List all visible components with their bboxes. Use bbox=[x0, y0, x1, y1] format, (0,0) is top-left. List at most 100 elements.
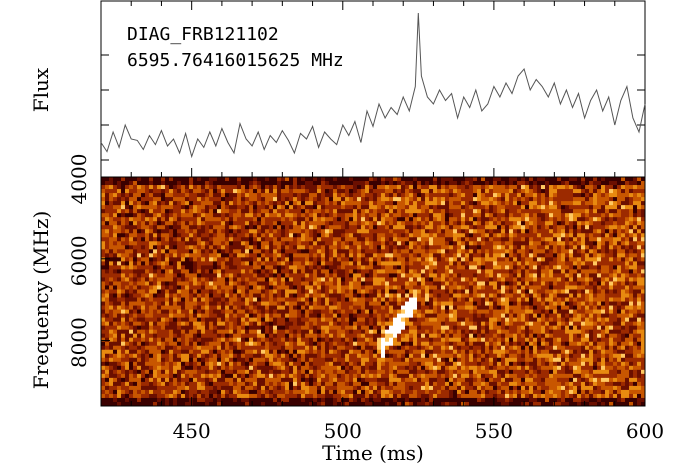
heatmap-cell bbox=[465, 257, 470, 262]
heatmap-cell bbox=[589, 249, 594, 254]
heatmap-cell bbox=[161, 285, 166, 290]
heatmap-cell bbox=[421, 209, 426, 214]
heatmap-cell bbox=[177, 241, 182, 246]
heatmap-cell bbox=[605, 229, 610, 234]
heatmap-cell bbox=[457, 233, 462, 238]
heatmap-cell bbox=[181, 309, 186, 314]
heatmap-cell bbox=[641, 245, 646, 250]
heatmap-cell bbox=[449, 237, 454, 242]
heatmap-cell bbox=[265, 225, 270, 230]
heatmap-cell bbox=[353, 229, 358, 234]
heatmap-cell bbox=[397, 177, 402, 182]
heatmap-cell bbox=[317, 245, 322, 250]
heatmap-cell bbox=[209, 273, 214, 278]
heatmap-cell bbox=[305, 233, 310, 238]
heatmap-cell bbox=[189, 273, 194, 278]
heatmap-cell bbox=[493, 229, 498, 234]
heatmap-cell bbox=[161, 245, 166, 250]
heatmap-cell bbox=[417, 177, 422, 182]
heatmap-cell bbox=[357, 269, 362, 274]
heatmap-cell bbox=[389, 249, 394, 254]
heatmap-cell bbox=[121, 317, 126, 323]
heatmap-cell bbox=[173, 305, 178, 310]
heatmap-cell bbox=[609, 225, 614, 230]
heatmap-cell bbox=[397, 181, 402, 186]
heatmap-cell bbox=[209, 201, 214, 206]
heatmap-cell bbox=[585, 273, 590, 278]
heatmap-cell bbox=[329, 241, 334, 246]
heatmap-cell bbox=[365, 273, 370, 278]
heatmap-cell bbox=[425, 201, 430, 206]
heatmap-cell bbox=[189, 197, 194, 202]
heatmap-cell bbox=[373, 253, 378, 258]
heatmap-cell bbox=[533, 269, 538, 274]
heatmap-cell bbox=[289, 257, 294, 262]
heatmap-cell bbox=[429, 201, 434, 206]
heatmap-cell bbox=[173, 261, 178, 266]
heatmap-cell bbox=[641, 229, 646, 234]
heatmap-cell bbox=[313, 289, 318, 294]
heatmap-cell bbox=[197, 213, 202, 218]
heatmap-cell bbox=[181, 241, 186, 246]
heatmap-cell bbox=[321, 309, 326, 314]
heatmap-cell bbox=[309, 301, 314, 306]
heatmap-cell bbox=[153, 237, 158, 242]
heatmap-cell bbox=[449, 229, 454, 234]
heatmap-cell bbox=[625, 233, 630, 238]
heatmap-cell bbox=[393, 225, 398, 230]
heatmap-cell bbox=[217, 297, 222, 302]
heatmap-cell bbox=[289, 273, 294, 278]
heatmap-cell bbox=[141, 241, 146, 246]
heatmap-cell bbox=[357, 181, 362, 186]
heatmap-cell bbox=[121, 297, 126, 302]
heatmap-cell bbox=[141, 265, 146, 270]
heatmap-cell bbox=[113, 317, 118, 323]
heatmap-cell bbox=[325, 257, 330, 262]
heatmap-cell bbox=[273, 277, 278, 282]
heatmap-cell bbox=[481, 285, 486, 290]
heatmap-cell bbox=[249, 229, 254, 234]
heatmap-cell bbox=[189, 229, 194, 234]
heatmap-cell bbox=[473, 177, 478, 182]
heatmap-cell bbox=[229, 245, 234, 250]
heatmap-cell bbox=[213, 229, 218, 234]
heatmap-cell bbox=[625, 309, 630, 314]
heatmap-cell bbox=[453, 301, 458, 306]
heatmap-cell bbox=[545, 277, 550, 282]
heatmap-cell bbox=[581, 181, 586, 186]
heatmap-cell bbox=[505, 313, 510, 319]
heatmap-cell bbox=[453, 201, 458, 206]
heatmap-cell bbox=[629, 241, 634, 246]
heatmap-cell bbox=[241, 237, 246, 242]
heatmap-cell bbox=[593, 317, 598, 323]
heatmap-cell bbox=[129, 269, 134, 274]
heatmap-cell bbox=[629, 305, 634, 310]
heatmap-cell bbox=[177, 265, 182, 270]
heatmap-cell bbox=[429, 193, 434, 198]
heatmap-cell bbox=[509, 317, 514, 323]
heatmap-cell bbox=[625, 213, 630, 218]
heatmap-cell bbox=[605, 297, 610, 302]
heatmap-cell bbox=[613, 241, 618, 246]
heatmap-cell bbox=[205, 301, 210, 306]
heatmap-cell bbox=[229, 225, 234, 230]
heatmap-cell bbox=[225, 217, 230, 222]
heatmap-cell bbox=[289, 305, 294, 310]
heatmap-cell bbox=[405, 261, 410, 266]
heatmap-cell bbox=[269, 201, 274, 206]
heatmap-cell bbox=[277, 237, 282, 242]
heatmap-cell bbox=[413, 205, 418, 210]
heatmap-cell bbox=[529, 241, 534, 246]
heatmap-cell bbox=[517, 197, 522, 202]
heatmap-cell bbox=[325, 205, 330, 210]
heatmap-cell bbox=[205, 237, 210, 242]
heatmap-cell bbox=[589, 289, 594, 294]
heatmap-cell bbox=[325, 253, 330, 258]
heatmap-cell bbox=[537, 217, 542, 222]
heatmap-cell bbox=[341, 237, 346, 242]
heatmap-cell bbox=[621, 205, 626, 210]
heatmap-cell bbox=[393, 301, 398, 306]
heatmap-cell bbox=[233, 181, 238, 186]
heatmap-cell bbox=[497, 201, 502, 206]
heatmap-cell bbox=[249, 249, 254, 254]
